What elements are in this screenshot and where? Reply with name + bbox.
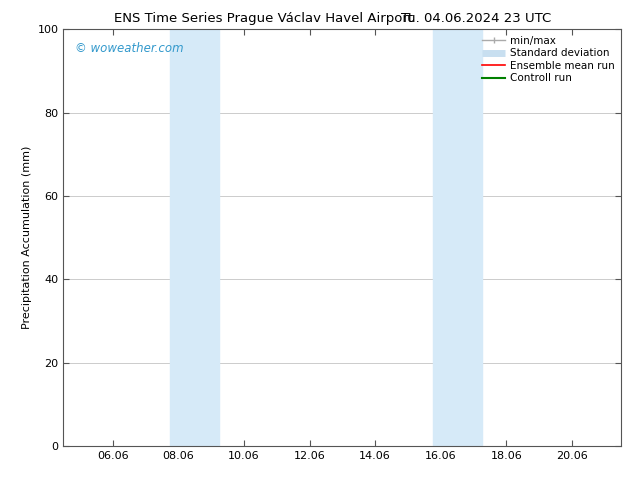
Text: ENS Time Series Prague Václav Havel Airport: ENS Time Series Prague Václav Havel Airp… bbox=[114, 12, 413, 25]
Bar bbox=[432, 29, 482, 446]
Legend: min/max, Standard deviation, Ensemble mean run, Controll run: min/max, Standard deviation, Ensemble me… bbox=[478, 31, 619, 88]
Text: Tu. 04.06.2024 23 UTC: Tu. 04.06.2024 23 UTC bbox=[401, 12, 552, 25]
Bar bbox=[170, 29, 219, 446]
Text: © woweather.com: © woweather.com bbox=[75, 42, 183, 55]
Y-axis label: Precipitation Accumulation (mm): Precipitation Accumulation (mm) bbox=[22, 146, 32, 329]
